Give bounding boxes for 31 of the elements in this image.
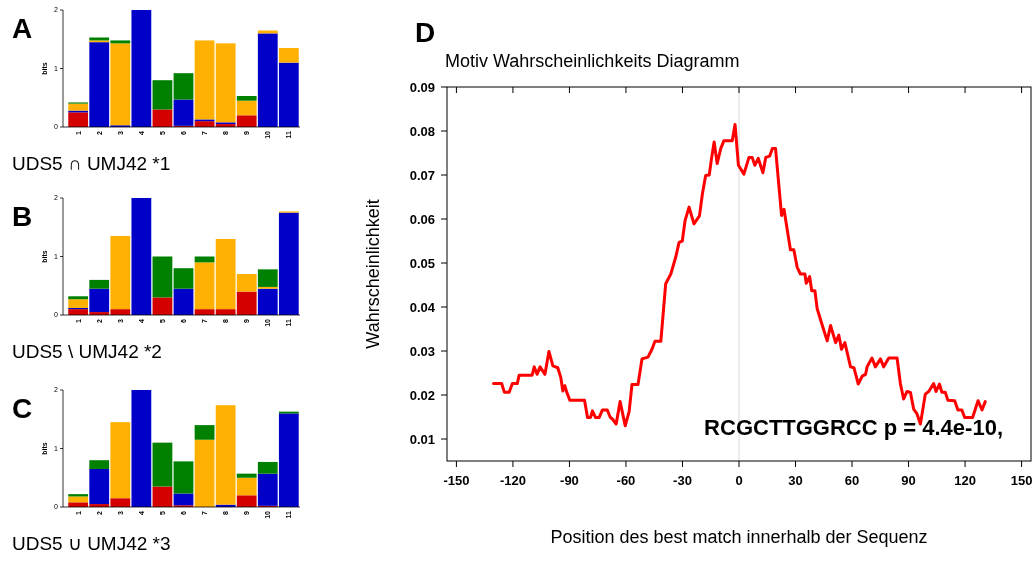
x-tick-label: -60 bbox=[616, 473, 636, 488]
y-tick-label: 0.05 bbox=[409, 255, 435, 271]
annotation: RCGCTTGGRCC p = 4.4e-10, bbox=[704, 415, 1003, 440]
x-tick-label: 120 bbox=[954, 473, 976, 488]
y-tick-label: 0.08 bbox=[409, 123, 435, 139]
chart-title: B bbox=[12, 201, 33, 232]
x-tick-label: 60 bbox=[844, 473, 860, 488]
text: UDS5 ∩ UMJ42 *1 bbox=[12, 153, 171, 174]
text: UDS5 ∪ UMJ42 *3 bbox=[12, 533, 171, 554]
x-tick-label: -90 bbox=[560, 473, 579, 488]
y-tick-label: 0.09 bbox=[409, 79, 435, 95]
y-tick-label: 0.02 bbox=[409, 387, 435, 403]
x-tick-label: 150 bbox=[1010, 473, 1033, 488]
x-axis-title: Position des best match innerhalb der Sequenz bbox=[550, 527, 928, 547]
x-tick-label: -150 bbox=[443, 473, 470, 488]
text: UDS5 \ UMJ42 *2 bbox=[12, 341, 162, 362]
y-tick-label: 0.07 bbox=[409, 167, 435, 183]
y-tick-label: 0.03 bbox=[409, 343, 435, 359]
chart-title: D bbox=[415, 17, 436, 48]
x-tick-label: -120 bbox=[499, 473, 526, 488]
y-tick-label: 0.01 bbox=[409, 431, 435, 447]
y-tick-label: 0.04 bbox=[409, 299, 436, 315]
x-tick-label: 0 bbox=[735, 473, 743, 488]
y-axis-title: Wahrscheinlichkeit bbox=[363, 199, 383, 349]
chart-title: C bbox=[12, 393, 33, 424]
y-tick-label: 0.06 bbox=[409, 211, 435, 227]
x-tick-label: -30 bbox=[673, 473, 692, 488]
chart-title: A bbox=[12, 13, 33, 44]
x-tick-label: 30 bbox=[788, 473, 803, 488]
chart-subtitle: Motiv Wahrscheinlichkeits Diagramm bbox=[445, 51, 740, 71]
x-tick-label: 90 bbox=[901, 473, 916, 488]
